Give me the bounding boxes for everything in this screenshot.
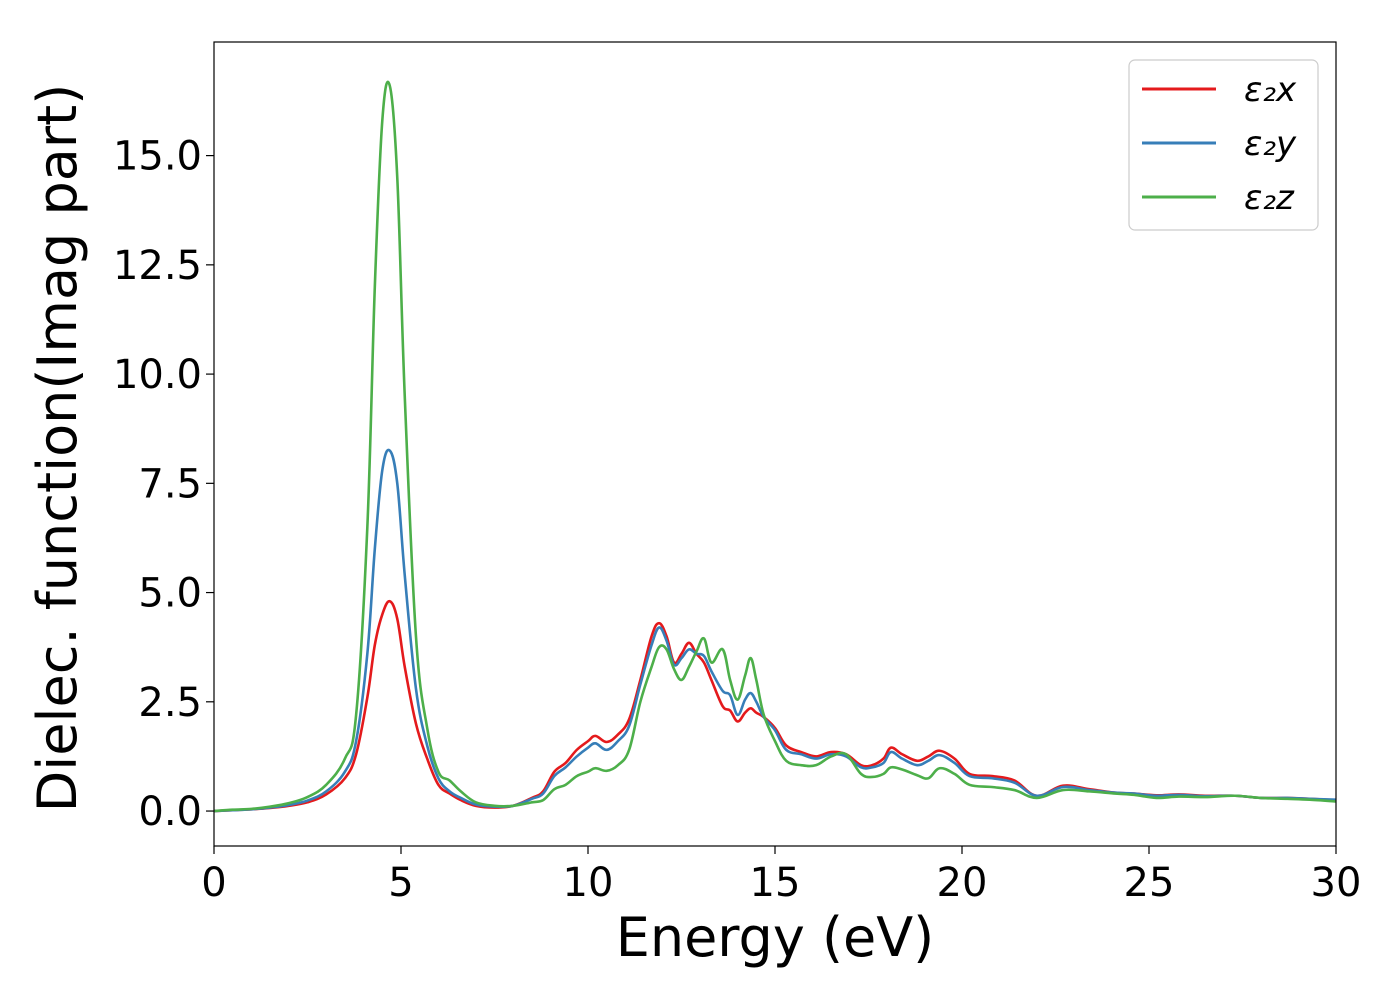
y-tick-label: 0.0 — [138, 789, 202, 835]
y-tick-label: 15.0 — [113, 134, 202, 180]
legend: ε₂x ε₂y ε₂z — [1128, 59, 1319, 231]
y-tick-label: 7.5 — [138, 461, 202, 507]
legend-label-1: ε₂x — [1244, 70, 1297, 110]
legend-label-3: ε₂z — [1244, 178, 1295, 218]
series-layer — [213, 80, 1337, 813]
series-line-2 — [213, 448, 1337, 813]
y-tick-label: 12.5 — [113, 243, 202, 289]
y-axis-label: Dielec. function(Imag part) — [26, 84, 89, 813]
series-line-3 — [213, 80, 1337, 813]
x-axis-label: Energy (eV) — [616, 906, 935, 969]
legend-label-2: ε₂y — [1244, 124, 1297, 164]
x-tick-label: 30 — [1311, 860, 1362, 906]
y-tick-label: 2.5 — [138, 680, 202, 726]
x-tick-label: 0 — [201, 860, 226, 906]
x-axis-ticks: 0 5 10 15 20 25 30 — [201, 846, 1361, 906]
x-tick-label: 5 — [388, 860, 413, 906]
legend-box — [1128, 59, 1319, 231]
x-tick-label: 10 — [563, 860, 614, 906]
y-axis-ticks: 0.0 2.5 5.0 7.5 10.0 12.5 15.0 — [113, 134, 214, 835]
x-tick-label: 15 — [750, 860, 801, 906]
y-tick-label: 10.0 — [113, 352, 202, 398]
x-tick-label: 25 — [1124, 860, 1175, 906]
x-tick-label: 20 — [937, 860, 988, 906]
y-tick-label: 5.0 — [138, 571, 202, 617]
